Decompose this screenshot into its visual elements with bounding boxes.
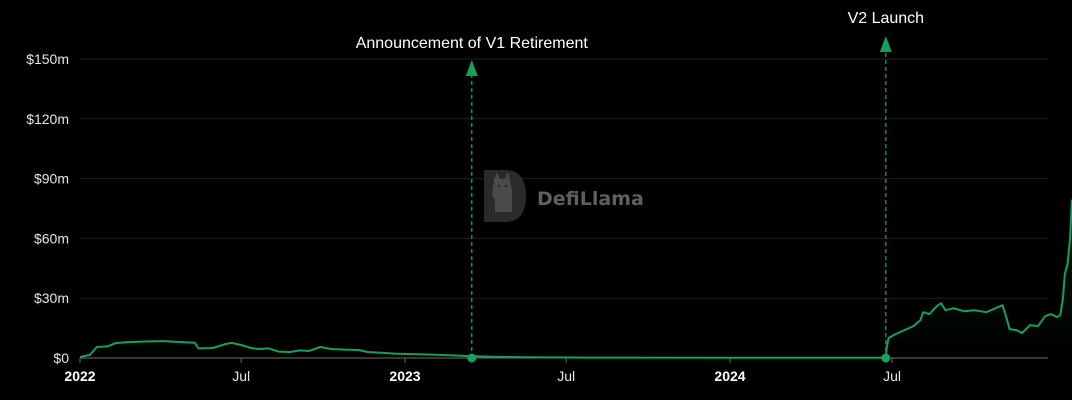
arrow-up-icon: [879, 36, 892, 52]
y-tick-label: $30m: [34, 290, 69, 306]
y-tick-label: $150m: [26, 51, 69, 67]
x-tick-label: 2024: [714, 368, 745, 384]
annotation-label: V2 Launch: [848, 10, 925, 27]
x-tick-label: 2023: [389, 368, 420, 384]
y-tick-label: $0: [53, 350, 69, 366]
arrow-up-icon: [465, 60, 478, 76]
x-tick-label: Jul: [557, 368, 575, 384]
annotation-point: [881, 353, 891, 363]
annotation-point: [467, 353, 477, 363]
annotation-marker: V2 Launch: [848, 10, 925, 363]
y-axis: $0 $30m $60m $90m $120m $150m: [26, 51, 69, 366]
x-axis: 2022 Jul 2023 Jul 2024 Jul: [64, 358, 901, 384]
y-tick-label: $60m: [34, 230, 69, 246]
series-line: [79, 198, 1072, 359]
annotation-label: Announcement of V1 Retirement: [356, 35, 589, 52]
y-tick-label: $120m: [26, 111, 69, 127]
defillama-watermark: DefiLlama: [484, 170, 644, 222]
annotation-marker: Announcement of V1 Retirement: [356, 35, 589, 363]
x-tick-label: Jul: [883, 368, 901, 384]
annotations: Announcement of V1 Retirement V2 Launch: [356, 10, 924, 363]
llama-logo-icon: [484, 170, 526, 222]
y-tick-label: $90m: [34, 171, 69, 187]
x-tick-label: 2022: [64, 368, 95, 384]
x-tick-label: Jul: [232, 368, 250, 384]
watermark-text: DefiLlama: [537, 188, 644, 210]
